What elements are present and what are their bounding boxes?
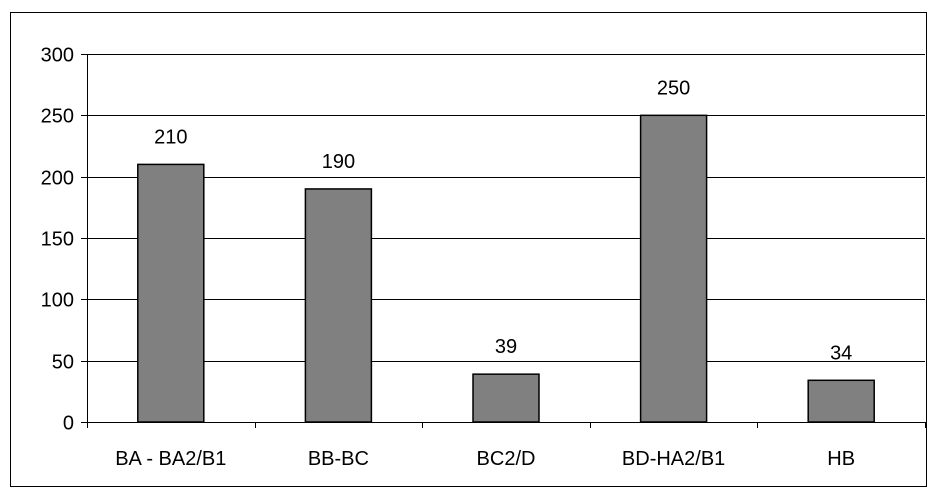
x-tick-label: BB-BC xyxy=(308,448,369,470)
y-tick-label: 0 xyxy=(63,413,74,435)
data-label: 34 xyxy=(830,342,852,364)
data-label: 190 xyxy=(322,151,355,173)
bar-4 xyxy=(639,114,708,423)
bar-3 xyxy=(472,373,540,423)
bar-5 xyxy=(807,379,875,423)
y-tick-label: 250 xyxy=(41,106,74,128)
y-tick-label: 300 xyxy=(41,45,74,67)
x-tick-label: BC2/D xyxy=(477,448,536,470)
x-tick-label: HB xyxy=(827,448,855,470)
data-label: 39 xyxy=(495,336,517,358)
y-tick-label: 100 xyxy=(41,290,74,312)
y-tick-label: 150 xyxy=(41,229,74,251)
y-tick-label: 200 xyxy=(41,168,74,190)
x-tick-label: BD-HA2/B1 xyxy=(622,448,725,470)
data-label: 210 xyxy=(154,126,187,148)
axes xyxy=(81,54,926,428)
bar-1 xyxy=(137,163,205,423)
gridlines xyxy=(87,54,925,362)
labels: 0 50 100 150 200 250 300 210 190 39 250 34 BA - BA2/… xyxy=(41,45,855,471)
x-tick-label: BA - BA2/B1 xyxy=(115,448,226,470)
bar-2 xyxy=(304,188,373,423)
bars xyxy=(137,114,875,423)
y-tick-label: 50 xyxy=(52,352,74,374)
data-label: 250 xyxy=(657,77,690,99)
